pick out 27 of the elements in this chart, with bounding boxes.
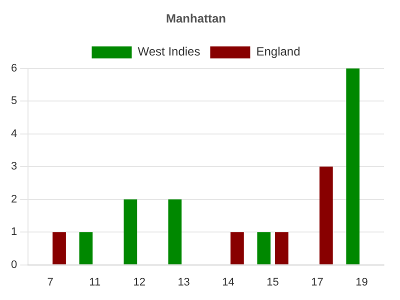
y-tick-label: 6: [10, 62, 18, 74]
bar: [257, 232, 271, 264]
y-tick-label: 0: [10, 258, 18, 271]
bar: [319, 166, 333, 264]
bar: [168, 199, 182, 264]
x-tick-label: 14: [222, 276, 234, 288]
bar: [79, 232, 93, 264]
chart-title: Manhattan: [166, 12, 226, 26]
bar: [230, 232, 244, 264]
legend-label: West Indies: [138, 44, 200, 59]
x-tick-label: 7: [47, 276, 54, 288]
x-tick-label: 11: [89, 276, 101, 288]
y-tick-label: 2: [10, 193, 18, 206]
y-tick-label: 5: [10, 95, 18, 108]
legend-label: England: [256, 44, 300, 59]
x-tick-label: 13: [178, 276, 190, 288]
x-tick-label: 19: [356, 276, 368, 288]
x-tick-label: 17: [311, 276, 324, 288]
y-tick-label: 1: [10, 226, 18, 238]
y-tick-label: 4: [10, 128, 18, 140]
x-tick-label: 15: [266, 276, 279, 288]
y-tick-label: 3: [10, 160, 18, 173]
bar: [346, 68, 360, 264]
bar: [52, 232, 66, 264]
bar: [275, 232, 288, 264]
x-tick-label: 12: [133, 276, 146, 288]
bar: [124, 199, 138, 264]
